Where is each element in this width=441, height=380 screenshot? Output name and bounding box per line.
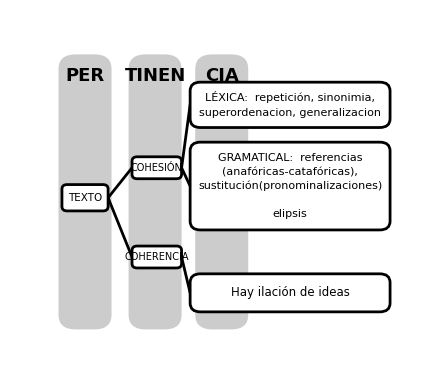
FancyBboxPatch shape (132, 157, 182, 179)
FancyBboxPatch shape (62, 185, 108, 211)
Text: CIA: CIA (205, 67, 239, 86)
Text: TEXTO: TEXTO (68, 193, 102, 203)
FancyBboxPatch shape (129, 54, 182, 329)
Text: superordenacion, generalizacion: superordenacion, generalizacion (199, 108, 381, 118)
Text: COHERENCIA: COHERENCIA (124, 252, 189, 262)
Text: (anafóricas-catafóricas),: (anafóricas-catafóricas), (222, 167, 358, 177)
FancyBboxPatch shape (59, 54, 112, 329)
Text: LÉXICA:  repetición, sinonimia,: LÉXICA: repetición, sinonimia, (205, 91, 375, 103)
Text: TINEN: TINEN (124, 67, 186, 86)
Text: PER: PER (65, 67, 105, 86)
FancyBboxPatch shape (190, 142, 390, 230)
FancyBboxPatch shape (190, 82, 390, 128)
Text: GRAMATICAL:  referencias: GRAMATICAL: referencias (218, 153, 363, 163)
FancyBboxPatch shape (195, 54, 248, 329)
FancyBboxPatch shape (132, 246, 182, 268)
Text: sustitución(pronominalizaciones): sustitución(pronominalizaciones) (198, 181, 382, 191)
Text: COHESIÓN: COHESIÓN (131, 163, 183, 173)
FancyBboxPatch shape (190, 274, 390, 312)
Text: elipsis: elipsis (273, 209, 307, 219)
Text: Hay ilación de ideas: Hay ilación de ideas (231, 287, 350, 299)
